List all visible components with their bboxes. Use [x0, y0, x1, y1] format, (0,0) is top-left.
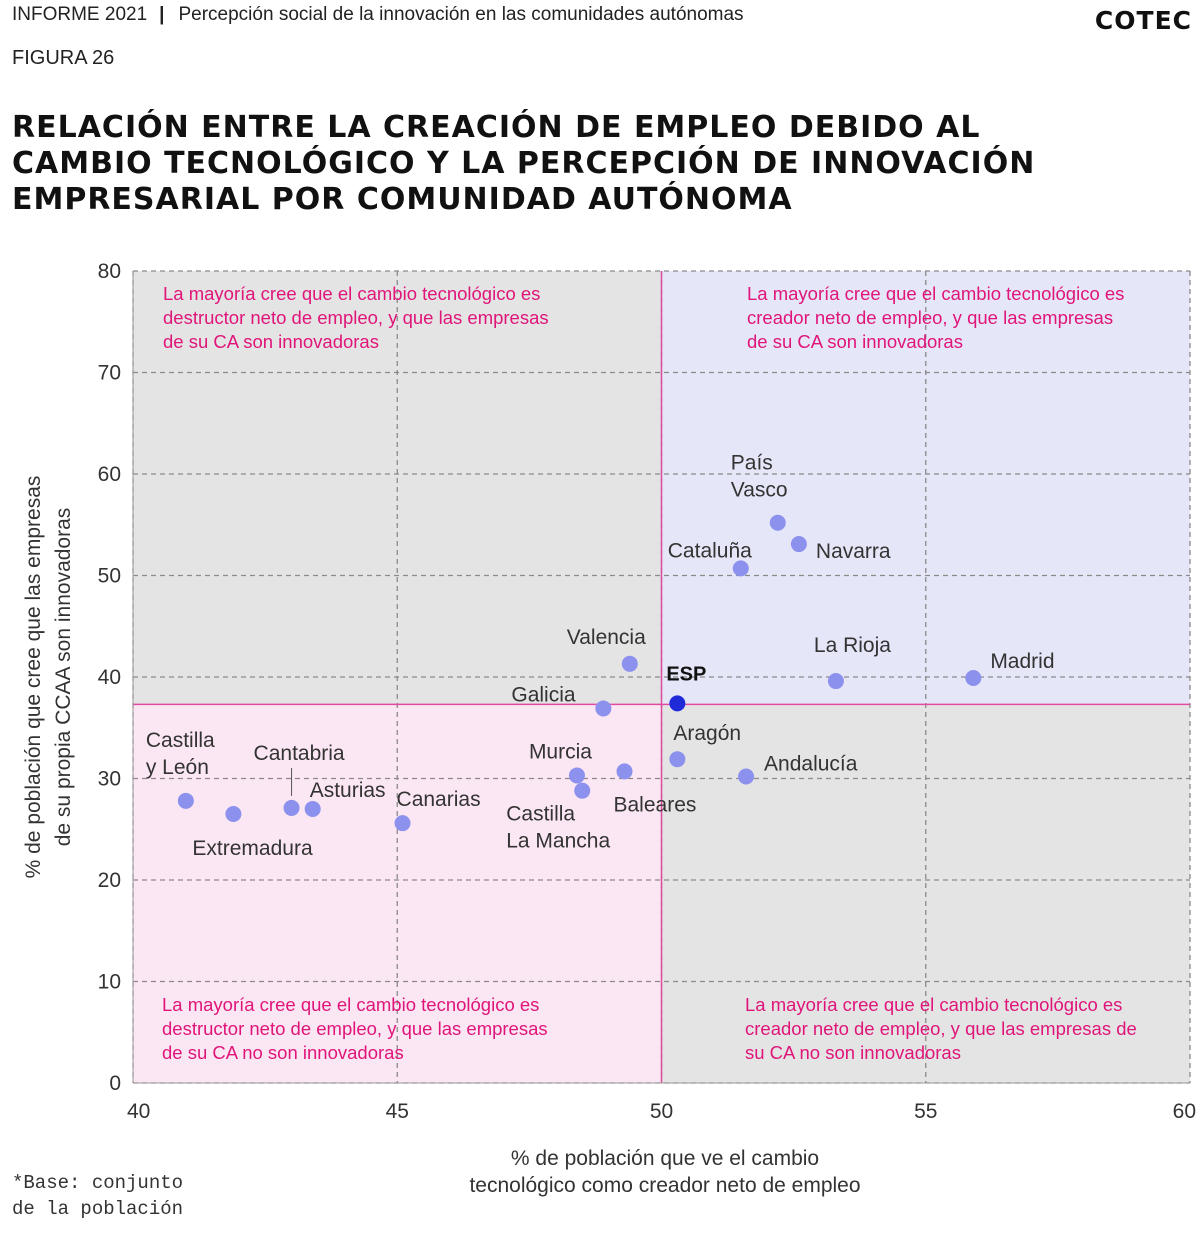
footnote-line: *Base: conjunto [12, 1172, 184, 1194]
quadrant-note-bottom-left: La mayoría cree que el cambio tecnológic… [162, 994, 539, 1015]
point-label: Cantabria [254, 742, 345, 765]
point-label: Canarias [397, 788, 481, 811]
y-axis-title-line: de su propia CCAA son innovadoras [52, 508, 75, 847]
point-label: Vasco [731, 479, 788, 502]
report-header: INFORME 2021 | Percepción social de la inn… [12, 4, 744, 26]
footnote: *Base: conjunto de la población [12, 1170, 183, 1222]
data-point [177, 792, 194, 809]
x-axis-title-line: tecnológico como creador neto de empleo [469, 1174, 861, 1197]
quadrant-note-bottom-left: destructor neto de empleo, y que las emp… [162, 1018, 548, 1039]
quadrant-note-top-left: destructor neto de empleo, y que las emp… [163, 307, 549, 328]
x-axis-title: % de población que ve el cambio tecnológ… [400, 1145, 930, 1199]
y-tick-label: 70 [98, 362, 121, 385]
cotec-logo: COTEC [1094, 6, 1192, 35]
x-axis-title-line: % de población que ve el cambio [510, 1147, 820, 1170]
point-label: País [731, 452, 773, 475]
data-point [769, 514, 786, 531]
quadrant-note-top-right: de su CA son innovadoras [747, 331, 963, 352]
y-tick-label: 10 [98, 971, 121, 994]
x-tick-label: 60 [1173, 1100, 1196, 1123]
data-point [595, 700, 612, 717]
point-label: Valencia [567, 626, 646, 649]
highlight-point [669, 695, 686, 712]
y-axis-title-line: % de población que cree que las empresas [22, 476, 45, 879]
data-point [965, 670, 982, 687]
data-point [283, 799, 300, 816]
figure-label: FIGURA 26 [12, 47, 115, 69]
y-tick-label: 80 [98, 260, 121, 283]
y-tick-label: 40 [98, 666, 121, 689]
report-section: Percepción social de la innovación en la… [178, 4, 744, 25]
point-label: Castilla [506, 803, 575, 826]
data-point [304, 800, 321, 817]
point-label: La Mancha [506, 830, 610, 853]
data-point [738, 768, 755, 785]
point-label: Extremadura [192, 837, 313, 860]
quadrant-note-bottom-right: La mayoría cree que el cambio tecnológic… [745, 994, 1122, 1015]
header-separator: | [159, 4, 165, 25]
y-tick-label: 60 [98, 463, 121, 486]
point-label: Cataluña [668, 539, 752, 562]
quadrant-note-top-right: La mayoría cree que el cambio tecnológic… [747, 283, 1124, 304]
point-label: Baleares [614, 793, 697, 816]
y-tick-label: 20 [98, 869, 121, 892]
point-label: ESP [666, 663, 706, 685]
point-label: y León [146, 756, 209, 779]
data-point [225, 806, 242, 823]
point-label: Asturias [310, 779, 386, 802]
point-label: Aragón [673, 722, 741, 745]
data-point [574, 782, 591, 799]
y-tick-label: 30 [98, 768, 121, 791]
data-point [621, 655, 638, 672]
y-tick-label: 0 [109, 1072, 121, 1095]
quadrant-note-top-right: creador neto de empleo, y que las empres… [747, 307, 1113, 328]
footnote-line: de la población [12, 1198, 184, 1220]
point-label: Castilla [146, 729, 215, 752]
title-line: EMPRESARIAL POR COMUNIDAD AUTÓNOMA [12, 182, 793, 217]
data-point [616, 763, 633, 780]
x-tick-label: 40 [127, 1100, 150, 1123]
y-tick-label: 50 [98, 565, 121, 588]
data-point [394, 815, 411, 832]
point-label: Galicia [511, 683, 576, 706]
report-name: INFORME 2021 [12, 4, 148, 25]
data-point [790, 536, 807, 553]
point-label: Madrid [990, 650, 1054, 673]
quadrant-note-top-left: de su CA son innovadoras [163, 331, 379, 352]
quadrant-note-bottom-left: de su CA no son innovadoras [162, 1042, 404, 1063]
point-label: Murcia [529, 740, 592, 763]
point-label: La Rioja [814, 634, 891, 657]
data-point [568, 767, 585, 784]
point-label: Navarra [816, 540, 891, 563]
x-tick-label: 45 [386, 1100, 409, 1123]
scatter-chart: 0 10 20 30 40 50 60 70 80 40 45 50 55 60 % de població… [22, 260, 1196, 1123]
x-tick-label: 55 [914, 1100, 937, 1123]
title-line: CAMBIO TECNOLÓGICO Y LA PERCEPCIÓN DE IN… [12, 146, 1036, 181]
data-point [732, 560, 749, 577]
title-line: RELACIÓN ENTRE LA CREACIÓN DE EMPLEO DEB… [12, 110, 981, 145]
quadrant-note-bottom-right: creador neto de empleo, y que las empres… [745, 1018, 1137, 1039]
data-point [669, 751, 686, 768]
chart-title: RELACIÓN ENTRE LA CREACIÓN DE EMPLEO DEB… [12, 110, 1072, 218]
data-point [827, 673, 844, 690]
quadrant-note-top-left: La mayoría cree que el cambio tecnológic… [163, 283, 540, 304]
point-label: Andalucía [764, 752, 858, 775]
x-tick-label: 50 [650, 1100, 673, 1123]
quadrant-note-bottom-right: su CA no son innovadoras [745, 1042, 961, 1063]
